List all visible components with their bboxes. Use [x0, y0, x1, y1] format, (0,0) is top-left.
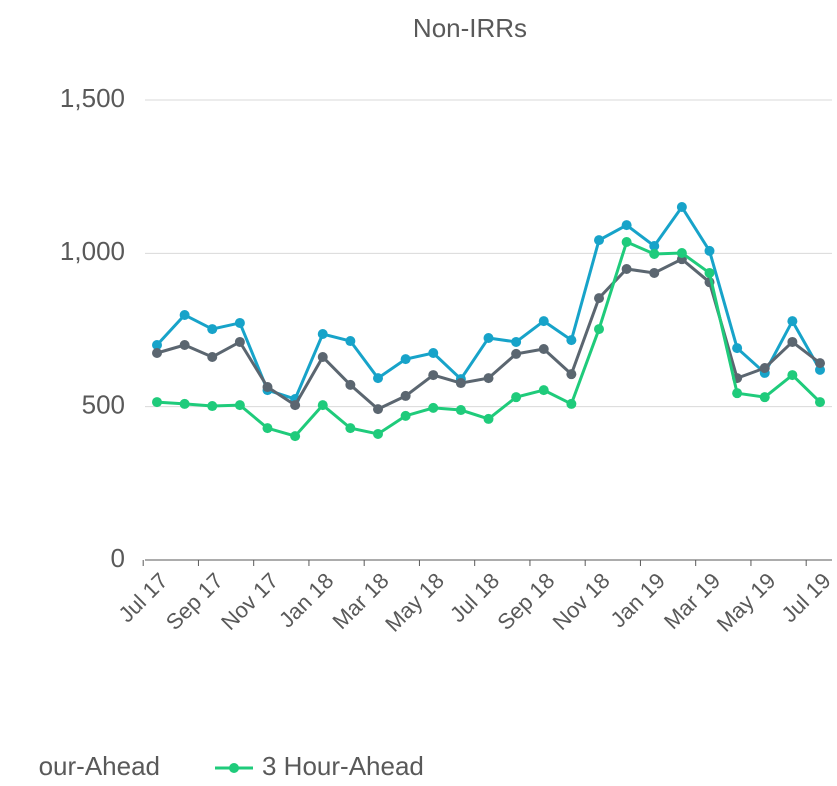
data-point [179, 398, 190, 409]
data-point [511, 392, 522, 403]
y-tick-label: 0 [111, 543, 125, 573]
x-tick-label: May 19 [712, 568, 781, 637]
y-tick-label: 1,000 [60, 236, 125, 266]
data-point [704, 245, 715, 256]
y-tick-label: 1,500 [60, 83, 125, 113]
y-tick-label: 500 [82, 390, 125, 420]
data-point [732, 388, 743, 399]
data-point [400, 390, 411, 401]
data-point [621, 263, 632, 274]
data-point [787, 336, 798, 347]
data-point [262, 423, 273, 434]
data-point [649, 267, 660, 278]
data-point [483, 332, 494, 343]
x-tick-label: Nov 18 [548, 568, 615, 635]
data-point [759, 392, 770, 403]
data-point [787, 370, 798, 381]
data-point [483, 413, 494, 424]
data-point [538, 385, 549, 396]
data-point [373, 373, 383, 384]
x-tick-label: Jan 19 [606, 568, 670, 632]
data-point [676, 248, 687, 259]
data-point [483, 373, 494, 384]
data-point [704, 267, 715, 278]
x-tick-label: Nov 17 [216, 568, 283, 635]
x-tick-label: Sep 18 [492, 568, 559, 635]
data-point [759, 363, 770, 374]
data-point [676, 202, 687, 213]
data-point [317, 400, 328, 411]
data-point [428, 348, 439, 358]
data-point [207, 324, 218, 335]
data-point [179, 309, 190, 320]
data-point [815, 358, 825, 369]
data-point [234, 400, 245, 411]
data-point [538, 316, 549, 327]
data-point [400, 410, 411, 421]
data-point [787, 316, 798, 327]
data-point [566, 335, 577, 346]
data-point [428, 370, 439, 381]
data-point [234, 317, 245, 328]
x-tick-label: Jan 18 [274, 568, 338, 632]
data-point [290, 431, 301, 442]
data-point [511, 336, 522, 347]
data-point [428, 402, 439, 413]
data-point [400, 354, 411, 365]
data-point [207, 351, 218, 362]
data-point [815, 397, 825, 408]
data-point [566, 369, 577, 380]
data-point [207, 401, 218, 412]
data-point [538, 344, 549, 355]
data-point [345, 336, 356, 347]
data-point [234, 336, 245, 347]
legend-marker [229, 763, 239, 773]
data-point [594, 324, 604, 335]
data-point [179, 340, 190, 351]
data-point [455, 378, 466, 389]
legend-label: our-Ahead [39, 751, 160, 781]
data-point [152, 397, 162, 408]
data-point [152, 348, 162, 358]
data-point [732, 343, 743, 354]
data-point [345, 423, 356, 434]
legend-label: 3 Hour-Ahead [262, 751, 424, 781]
data-point [649, 240, 660, 251]
data-point [373, 404, 383, 415]
x-tick-label: Mar 18 [328, 568, 394, 634]
data-point [373, 428, 383, 439]
data-point [594, 293, 604, 304]
data-point [152, 340, 162, 351]
data-point [290, 400, 301, 411]
data-point [621, 236, 632, 247]
data-point [345, 379, 356, 390]
data-point [317, 351, 328, 362]
data-point [317, 328, 328, 339]
data-point [262, 382, 273, 393]
x-tick-label: Jul 19 [776, 568, 835, 627]
data-point [566, 398, 577, 409]
data-point [455, 405, 466, 416]
data-point [649, 248, 660, 259]
data-point [621, 220, 632, 231]
chart-title: Non-IRRs [413, 13, 527, 43]
data-point [511, 348, 522, 359]
data-point [594, 235, 604, 246]
x-tick-label: Sep 17 [161, 568, 228, 635]
x-tick-label: Mar 19 [659, 568, 725, 634]
x-tick-label: May 18 [380, 568, 449, 637]
